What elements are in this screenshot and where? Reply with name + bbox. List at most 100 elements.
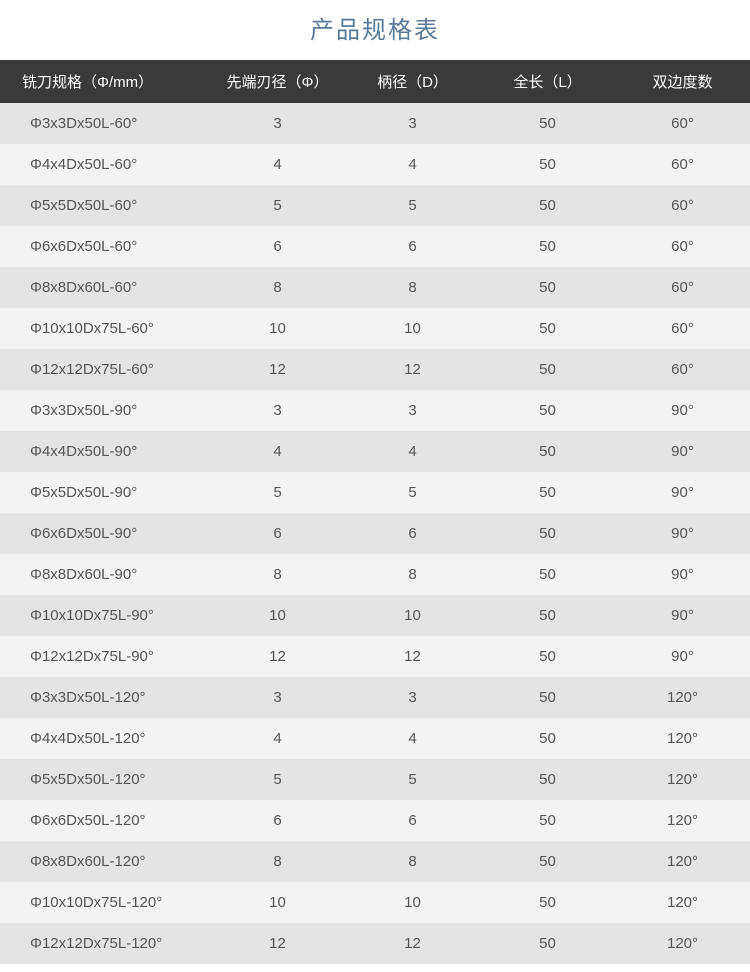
table-cell: 60° — [615, 103, 750, 144]
table-cell: 90° — [615, 595, 750, 636]
table-cell: 50 — [480, 185, 615, 226]
table-cell: 50 — [480, 226, 615, 267]
table-cell: 6 — [210, 800, 345, 841]
table-cell: Φ4x4Dx50L-60° — [0, 144, 210, 185]
table-cell: Φ6x6Dx50L-60° — [0, 226, 210, 267]
table-cell: Φ3x3Dx50L-60° — [0, 103, 210, 144]
table-row: Φ6x6Dx50L-60°665060° — [0, 226, 750, 267]
table-cell: 6 — [345, 800, 480, 841]
table-row: Φ12x12Dx75L-60°12125060° — [0, 349, 750, 390]
table-cell: 50 — [480, 349, 615, 390]
table-cell: 50 — [480, 103, 615, 144]
table-cell: 8 — [345, 841, 480, 882]
table-row: Φ12x12Dx75L-120°121250120° — [0, 923, 750, 964]
table-cell: Φ8x8Dx60L-120° — [0, 841, 210, 882]
table-header: 铣刀规格（Φ/mm） 先端刃径（Φ） 柄径（D） 全长（L） 双边度数 — [0, 60, 750, 103]
table-cell: 60° — [615, 144, 750, 185]
table-row: Φ6x6Dx50L-120°6650120° — [0, 800, 750, 841]
table-cell: 10 — [345, 595, 480, 636]
table-cell: 4 — [210, 431, 345, 472]
table-cell: 6 — [210, 226, 345, 267]
table-cell: 60° — [615, 185, 750, 226]
table-row: Φ4x4Dx50L-120°4450120° — [0, 718, 750, 759]
table-cell: 60° — [615, 308, 750, 349]
table-cell: 3 — [210, 390, 345, 431]
table-cell: 120° — [615, 759, 750, 800]
table-cell: 50 — [480, 513, 615, 554]
table-cell: Φ8x8Dx60L-60° — [0, 267, 210, 308]
table-cell: 4 — [345, 718, 480, 759]
table-cell: Φ8x8Dx60L-90° — [0, 554, 210, 595]
col-header-length: 全长（L） — [480, 60, 615, 103]
table-cell: 3 — [210, 103, 345, 144]
table-cell: 50 — [480, 718, 615, 759]
table-cell: 12 — [345, 349, 480, 390]
table-row: Φ6x6Dx50L-90°665090° — [0, 513, 750, 554]
table-cell: 12 — [210, 636, 345, 677]
table-cell: 50 — [480, 677, 615, 718]
table-cell: 50 — [480, 431, 615, 472]
table-cell: 5 — [345, 185, 480, 226]
table-cell: 90° — [615, 636, 750, 677]
table-cell: Φ4x4Dx50L-90° — [0, 431, 210, 472]
table-row: Φ4x4Dx50L-60°445060° — [0, 144, 750, 185]
table-cell: Φ6x6Dx50L-90° — [0, 513, 210, 554]
table-row: Φ8x8Dx60L-60°885060° — [0, 267, 750, 308]
table-cell: 120° — [615, 677, 750, 718]
table-cell: 12 — [210, 349, 345, 390]
table-row: Φ4x4Dx50L-90°445090° — [0, 431, 750, 472]
table-cell: 4 — [345, 431, 480, 472]
table-cell: 90° — [615, 431, 750, 472]
table-cell: 3 — [345, 677, 480, 718]
table-cell: 50 — [480, 595, 615, 636]
table-cell: 90° — [615, 513, 750, 554]
page-title: 产品规格表 — [0, 0, 750, 60]
table-cell: Φ10x10Dx75L-60° — [0, 308, 210, 349]
table-cell: 3 — [345, 390, 480, 431]
table-row: Φ10x10Dx75L-90°10105090° — [0, 595, 750, 636]
table-cell: Φ5x5Dx50L-120° — [0, 759, 210, 800]
table-cell: 6 — [345, 226, 480, 267]
table-cell: Φ5x5Dx50L-90° — [0, 472, 210, 513]
table-cell: 90° — [615, 472, 750, 513]
table-cell: 60° — [615, 267, 750, 308]
table-body: Φ3x3Dx50L-60°335060°Φ4x4Dx50L-60°445060°… — [0, 103, 750, 964]
table-cell: 3 — [210, 677, 345, 718]
table-cell: 120° — [615, 800, 750, 841]
col-header-shank: 柄径（D） — [345, 60, 480, 103]
table-cell: 50 — [480, 267, 615, 308]
table-cell: Φ12x12Dx75L-120° — [0, 923, 210, 964]
table-row: Φ5x5Dx50L-90°555090° — [0, 472, 750, 513]
table-cell: 5 — [345, 472, 480, 513]
table-cell: 4 — [345, 144, 480, 185]
table-cell: 50 — [480, 800, 615, 841]
table-cell: 10 — [345, 308, 480, 349]
table-cell: 10 — [210, 595, 345, 636]
table-cell: Φ6x6Dx50L-120° — [0, 800, 210, 841]
table-cell: Φ12x12Dx75L-60° — [0, 349, 210, 390]
table-cell: 8 — [210, 841, 345, 882]
table-cell: 120° — [615, 923, 750, 964]
table-cell: 50 — [480, 554, 615, 595]
table-cell: 50 — [480, 923, 615, 964]
table-cell: 5 — [210, 472, 345, 513]
table-cell: 12 — [210, 923, 345, 964]
table-cell: 10 — [345, 882, 480, 923]
table-cell: Φ3x3Dx50L-90° — [0, 390, 210, 431]
table-cell: 50 — [480, 308, 615, 349]
table-cell: 12 — [345, 923, 480, 964]
table-cell: Φ10x10Dx75L-120° — [0, 882, 210, 923]
col-header-angle: 双边度数 — [615, 60, 750, 103]
table-cell: 60° — [615, 349, 750, 390]
table-cell: 50 — [480, 472, 615, 513]
table-row: Φ10x10Dx75L-60°10105060° — [0, 308, 750, 349]
table-cell: 120° — [615, 882, 750, 923]
table-cell: Φ3x3Dx50L-120° — [0, 677, 210, 718]
table-row: Φ5x5Dx50L-120°5550120° — [0, 759, 750, 800]
table-cell: 10 — [210, 882, 345, 923]
spec-table: 铣刀规格（Φ/mm） 先端刃径（Φ） 柄径（D） 全长（L） 双边度数 Φ3x3… — [0, 60, 750, 964]
table-cell: Φ4x4Dx50L-120° — [0, 718, 210, 759]
table-row: Φ12x12Dx75L-90°12125090° — [0, 636, 750, 677]
table-cell: 50 — [480, 882, 615, 923]
table-row: Φ3x3Dx50L-60°335060° — [0, 103, 750, 144]
